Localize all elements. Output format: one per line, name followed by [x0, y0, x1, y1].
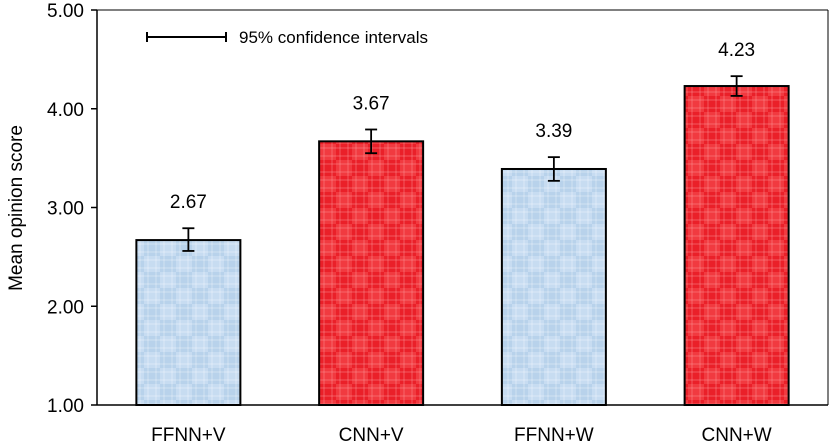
- x-tick-label: FFNN+W: [514, 425, 594, 446]
- data-label: 3.39: [535, 121, 572, 142]
- x-tick-label: CNN+V: [339, 425, 404, 446]
- y-tick-label: 5.00: [47, 1, 84, 22]
- y-axis-title: Mean opinion score: [6, 125, 27, 291]
- bar-ffnn-w: [500, 167, 607, 406]
- x-tick-label: CNN+W: [702, 425, 772, 446]
- data-label: 2.67: [170, 192, 207, 213]
- bar-ffnn-v: [135, 239, 242, 406]
- legend: 95% confidence intervals: [146, 28, 428, 47]
- y-tick-label: 1.00: [47, 396, 84, 417]
- data-label: 3.67: [353, 93, 390, 114]
- y-tick-label: 4.00: [47, 100, 84, 121]
- y-tick-label: 3.00: [47, 199, 84, 220]
- legend-label: 95% confidence intervals: [239, 28, 428, 47]
- x-tick-label: FFNN+V: [151, 425, 226, 446]
- y-tick-label: 2.00: [47, 297, 84, 318]
- bar-cnn-w: [683, 85, 790, 406]
- bar-cnn-v: [318, 140, 425, 406]
- data-label: 4.23: [718, 40, 755, 61]
